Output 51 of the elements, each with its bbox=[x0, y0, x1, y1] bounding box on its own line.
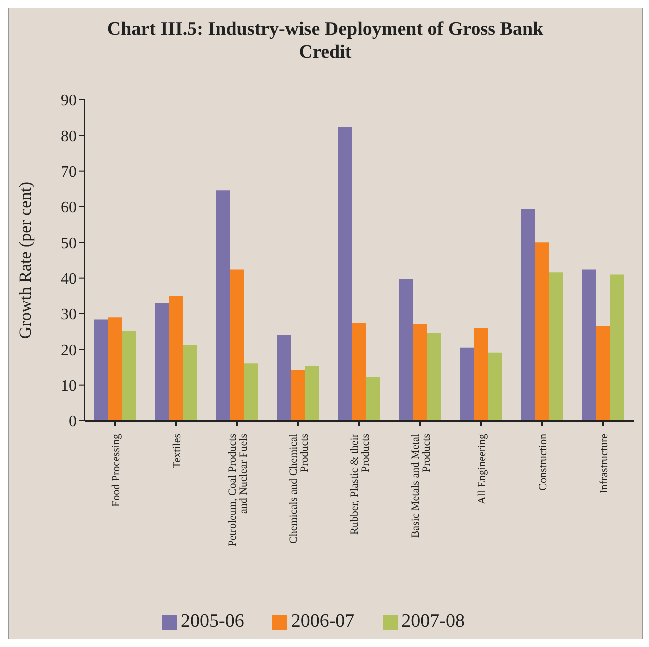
y-tick-label: 10 bbox=[61, 378, 77, 396]
y-tick-label: 50 bbox=[61, 235, 77, 252]
bar bbox=[122, 331, 136, 421]
y-tick-label: 30 bbox=[61, 306, 77, 324]
legend-label: 2005-06 bbox=[181, 611, 244, 632]
bar bbox=[427, 333, 442, 421]
x-tick-label: Chemicals and Chemical Products bbox=[288, 434, 311, 544]
bar bbox=[413, 324, 428, 421]
bar bbox=[155, 302, 170, 421]
bar bbox=[183, 345, 198, 421]
bar bbox=[460, 348, 474, 421]
bar bbox=[94, 320, 108, 421]
x-tick-label: All Engineering bbox=[476, 434, 488, 505]
bar bbox=[610, 274, 624, 421]
x-tick-label: Basic Metals and Metal Products bbox=[410, 434, 433, 538]
bar bbox=[488, 352, 502, 421]
bar bbox=[244, 364, 258, 421]
x-tick-label: Textiles bbox=[172, 434, 184, 469]
bar bbox=[399, 279, 414, 421]
x-tick-label: Infrastructure bbox=[598, 434, 610, 494]
bar bbox=[366, 377, 380, 421]
bar bbox=[474, 328, 488, 421]
bar bbox=[277, 335, 292, 421]
bar bbox=[108, 318, 122, 421]
y-tick-label: 90 bbox=[61, 92, 77, 110]
legend-label: 2006-07 bbox=[291, 611, 355, 632]
y-tick-label: 0 bbox=[69, 414, 77, 431]
y-tick-label: 70 bbox=[61, 164, 77, 182]
bar bbox=[582, 270, 596, 421]
bar bbox=[352, 323, 366, 421]
legend-label: 2007-08 bbox=[402, 611, 465, 632]
y-tick-label: 40 bbox=[61, 271, 77, 288]
bar bbox=[216, 190, 230, 421]
y-tick-label: 20 bbox=[61, 342, 77, 360]
bar bbox=[338, 127, 352, 421]
bar bbox=[169, 296, 184, 421]
bar bbox=[291, 370, 306, 421]
x-tick-label: Construction bbox=[538, 434, 550, 491]
bar bbox=[521, 209, 536, 421]
bar bbox=[230, 270, 244, 421]
y-tick-label: 60 bbox=[61, 200, 77, 217]
y-axis-title: Growth Rate (per cent) bbox=[16, 182, 36, 340]
x-tick-label: Food Processing bbox=[110, 434, 122, 508]
chart-title: Chart III.5: Industry-wise Deployment of Gross Bank Credit bbox=[106, 18, 545, 64]
bar bbox=[305, 366, 320, 421]
x-tick-label: Petroleum, Coal Products and Nuclear Fuels bbox=[227, 434, 250, 547]
bar bbox=[549, 272, 564, 421]
x-tick-label: Rubber, Plastic & their Products bbox=[349, 434, 372, 535]
bar bbox=[535, 242, 550, 421]
y-tick-label: 80 bbox=[61, 128, 77, 146]
bar bbox=[596, 326, 610, 421]
